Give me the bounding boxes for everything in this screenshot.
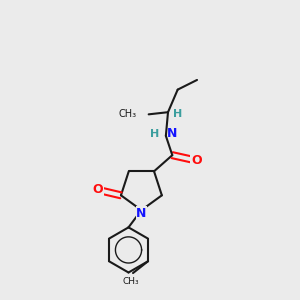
Text: CH₃: CH₃ [119, 109, 137, 119]
Text: H: H [173, 109, 182, 119]
Text: O: O [191, 154, 202, 167]
Text: O: O [93, 184, 103, 196]
Text: CH₃: CH₃ [123, 277, 140, 286]
Text: N: N [136, 207, 147, 220]
Text: N: N [167, 127, 177, 140]
Text: H: H [150, 129, 159, 139]
